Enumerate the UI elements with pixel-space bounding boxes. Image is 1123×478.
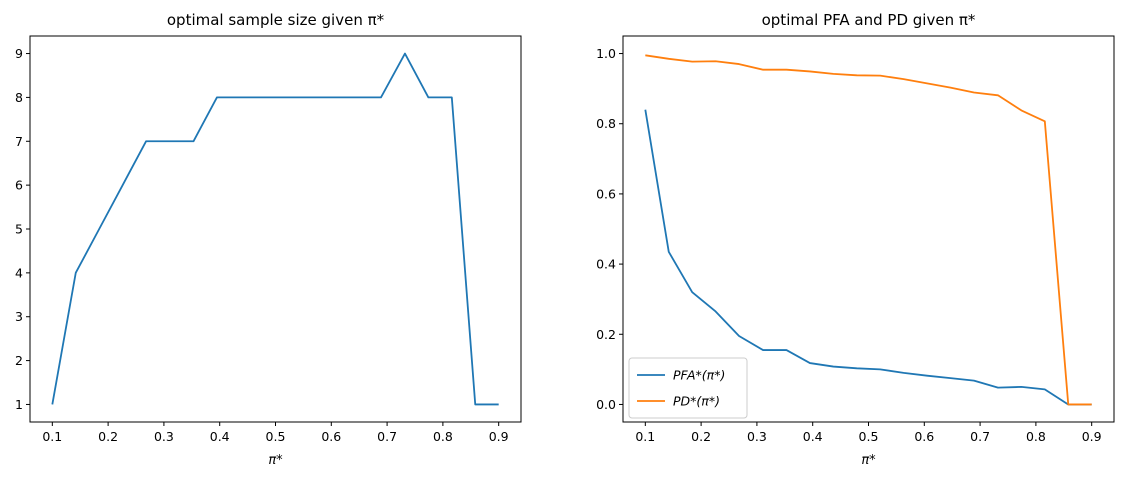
- x-tick-label: 0.7: [377, 429, 397, 444]
- x-tick-label: 0.5: [266, 429, 286, 444]
- series-line-0: [51, 52, 499, 406]
- x-axis-label: π*: [861, 453, 876, 468]
- x-tick-label: 0.2: [98, 429, 118, 444]
- series-group: [644, 54, 1092, 406]
- series-group: [51, 52, 499, 406]
- x-tick-label: 0.4: [210, 429, 230, 444]
- legend-label: PD*(π*): [673, 394, 720, 409]
- sample-size-chart: optimal sample size given π* π* 0.1 0.2 0.…: [15, 11, 522, 468]
- y-tick-label: 6: [15, 178, 23, 193]
- y-tick-label: 3: [15, 309, 23, 324]
- legend: PFA*(π*) PD*(π*): [628, 357, 748, 419]
- legend-box: [628, 357, 748, 419]
- pfa-pd-chart: optimal PFA and PD given π* π* 0.1 0.2 0.3…: [596, 11, 1115, 468]
- y-tick-label: 9: [15, 46, 23, 61]
- x-tick-label: 0.4: [803, 429, 823, 444]
- x-tick-label: 0.3: [747, 429, 767, 444]
- axes-frame: [29, 35, 522, 423]
- x-tick-label: 0.5: [859, 429, 879, 444]
- series-line-1: [645, 54, 1092, 406]
- x-tick-label: 0.2: [691, 429, 711, 444]
- plot-area: 0.1 0.2 0.3 0.4 0.5 0.6 0.7 0.8 0.9 0.0 0.2 0.4 0.6 0…: [596, 35, 1115, 444]
- y-tick-label: 0.0: [596, 397, 616, 412]
- y-tick-label: 0.4: [596, 257, 616, 272]
- plot-area: 0.1 0.2 0.3 0.4 0.5 0.6 0.7 0.8 0.9 1 2 3 4 5 6 7 8 9: [15, 35, 522, 444]
- x-tick-label: 0.9: [489, 429, 509, 444]
- x-tick-label: 0.7: [970, 429, 990, 444]
- x-axis-label: π*: [268, 453, 283, 468]
- chart-title: optimal sample size given π*: [167, 11, 385, 29]
- legend-label: PFA*(π*): [673, 368, 725, 383]
- y-tick-label: 5: [15, 222, 23, 237]
- x-tick-label: 0.3: [154, 429, 174, 444]
- x-tick-label: 0.8: [433, 429, 453, 444]
- y-tick-label: 0.2: [596, 327, 616, 342]
- y-tick-label: 8: [15, 90, 23, 105]
- y-tick-label: 1.0: [596, 46, 616, 61]
- x-tick-label: 0.8: [1026, 429, 1046, 444]
- y-tick-label: 2: [15, 353, 23, 368]
- y-tick-label: 1: [15, 397, 23, 412]
- x-tick-label: 0.6: [914, 429, 934, 444]
- y-tick-label: 4: [15, 265, 23, 280]
- x-tick-label: 0.6: [321, 429, 341, 444]
- x-tick-label: 0.9: [1082, 429, 1102, 444]
- x-tick-label: 0.1: [42, 429, 62, 444]
- chart-title: optimal PFA and PD given π*: [762, 11, 976, 29]
- y-tick-label: 0.6: [596, 186, 616, 201]
- y-tick-label: 0.8: [596, 116, 616, 131]
- y-tick-label: 7: [15, 134, 23, 149]
- x-tick-label: 0.1: [635, 429, 655, 444]
- series-line-0: [644, 109, 1092, 406]
